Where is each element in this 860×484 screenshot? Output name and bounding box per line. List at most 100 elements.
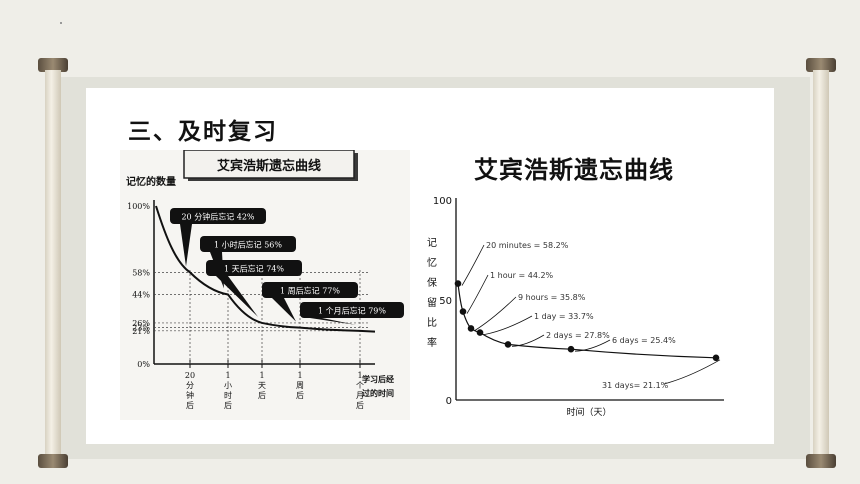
- annotation-arrow: [466, 274, 489, 314]
- right-xlabel: 时间（天）: [566, 406, 611, 418]
- left-x-tick: 钟: [186, 390, 194, 400]
- callout-box: [206, 260, 302, 276]
- right-y-tick: 100: [433, 196, 452, 207]
- left-xlabel-line1: 学习后经: [362, 374, 394, 384]
- left-title-box: 艾宾浩斯遗忘曲线: [183, 149, 358, 181]
- right-annotation-text: 6 days = 25.4%: [612, 336, 676, 345]
- rod-cap: [38, 58, 68, 72]
- right-annotation-text: 31 days= 21.1%: [602, 381, 669, 390]
- left-y-tick: 26%: [132, 319, 150, 328]
- left-x-tick: 后: [186, 400, 194, 410]
- right-ylabel-char: 记: [427, 237, 437, 249]
- left-x-tick: 天: [258, 381, 266, 390]
- callout-pointer: [216, 276, 258, 317]
- right-annotation: 2 days = 27.8%: [511, 331, 610, 347]
- annotation-arrow: [574, 339, 611, 352]
- left-x-tick: 1: [297, 371, 302, 380]
- right-chart-image: 100 50 0 记忆保留比率 20 minutes = 58.2% 1 hour =…: [414, 150, 744, 420]
- rod-shaft: [813, 70, 829, 456]
- left-x-tick: 1: [259, 371, 264, 380]
- left-curve: [155, 205, 376, 333]
- right-ylabel-char: 忆: [427, 256, 437, 269]
- right-ylabel-char: 率: [427, 336, 437, 349]
- rod-cap: [38, 454, 68, 468]
- right-annotation: 6 days = 25.4%: [574, 336, 676, 352]
- left-x-tick: 月: [356, 391, 364, 400]
- right-ylabel-char: 留: [427, 296, 437, 309]
- left-x-tick: 小: [224, 381, 232, 390]
- right-annotation-text: 1 hour = 44.2%: [490, 271, 554, 280]
- left-callout: 20 分钟后忘记 42%: [170, 208, 266, 267]
- right-chart-title: 艾宾浩斯遗忘曲线: [474, 155, 674, 184]
- left-y-tick: 23%: [132, 324, 150, 333]
- left-x-tick: 后: [224, 400, 232, 410]
- left-y-tick: 0%: [137, 360, 150, 369]
- right-data-point: [454, 280, 462, 287]
- right-data-point: [467, 325, 475, 332]
- rod-cap: [806, 454, 836, 468]
- left-callout-text: 20 分钟后忘记 42%: [181, 212, 254, 222]
- scroll-rod-left: [38, 58, 68, 468]
- left-x-tick: 后: [258, 390, 266, 400]
- section-heading: 三、及时复习: [128, 118, 278, 145]
- left-x-tick: 周: [296, 381, 304, 390]
- rod-shaft: [45, 70, 61, 456]
- left-callout-text: 1 小时后忘记 56%: [214, 240, 282, 250]
- rod-cap: [806, 58, 836, 72]
- right-annotation-text: 1 day = 33.7%: [534, 312, 594, 321]
- left-x-tick: 时: [224, 390, 232, 400]
- right-annotation: 1 hour = 44.2%: [466, 271, 554, 314]
- left-callout: 1 个月后忘记 79%: [300, 302, 404, 325]
- right-annotation-text: 20 minutes = 58.2%: [486, 241, 569, 250]
- right-annotation: 20 minutes = 58.2%: [461, 241, 569, 286]
- right-data-point: [459, 308, 467, 315]
- left-chart-image: 艾宾浩斯遗忘曲线 记忆的数量 100% 58% 44% 26% 23% 21% 0% 20 分…: [120, 149, 410, 420]
- callout-pointer: [180, 224, 192, 267]
- callout-pointer: [310, 318, 356, 325]
- left-x-tick: 个: [356, 381, 364, 390]
- right-annotation-text: 2 days = 27.8%: [546, 331, 610, 340]
- scroll-rod-right: [806, 58, 836, 468]
- right-y-tick: 50: [439, 296, 452, 307]
- left-x-tick: 1: [225, 371, 230, 380]
- left-x-tick: 1: [357, 371, 362, 380]
- callout-box: [262, 282, 358, 298]
- annotation-arrow: [663, 359, 721, 385]
- right-ylabel-char: 保: [427, 276, 437, 289]
- left-y-tick: 44%: [132, 290, 150, 299]
- speck: [60, 22, 62, 24]
- right-data-point: [476, 329, 484, 336]
- right-data-point: [712, 354, 720, 362]
- left-x-tick: 后: [356, 400, 364, 410]
- right-data-point: [567, 345, 575, 353]
- right-annotation-text: 9 hours = 35.8%: [518, 293, 586, 302]
- callout-box: [200, 236, 296, 252]
- left-y-tick: 58%: [132, 268, 150, 277]
- left-callout-text: 1 周后忘记 77%: [280, 286, 340, 296]
- right-annotation: 31 days= 21.1%: [602, 359, 721, 390]
- annotation-arrow: [511, 334, 545, 347]
- left-callout-text: 1 个月后忘记 79%: [318, 306, 386, 316]
- left-y-tick: 21%: [132, 327, 150, 336]
- right-y-tick: 0: [446, 396, 452, 407]
- left-y-tick: 100%: [127, 202, 150, 211]
- right-data-point: [504, 341, 512, 348]
- left-callout-text: 1 天后忘记 74%: [224, 264, 284, 274]
- annotation-arrow: [474, 296, 517, 331]
- left-x-tick: 分: [186, 381, 194, 390]
- right-ylabel-char: 比: [427, 317, 437, 329]
- right-annotation: 9 hours = 35.8%: [474, 293, 586, 331]
- callout-box: [300, 302, 404, 318]
- right-annotation: 1 day = 33.7%: [483, 312, 594, 335]
- callout-pointer: [272, 298, 296, 322]
- left-xlabel-line2: 过的时间: [362, 388, 394, 398]
- left-ylabel: 记忆的数量: [126, 175, 176, 188]
- left-chart-title: 艾宾浩斯遗忘曲线: [217, 158, 321, 174]
- left-x-tick: 后: [296, 390, 304, 400]
- annotation-arrow: [483, 315, 533, 335]
- callout-box: [170, 208, 266, 224]
- left-chart-svg: 艾宾浩斯遗忘曲线 记忆的数量 100% 58% 44% 26%23%21% 0% 20分…: [126, 149, 404, 410]
- annotation-arrow: [461, 244, 485, 286]
- left-x-tick: 20: [185, 371, 195, 380]
